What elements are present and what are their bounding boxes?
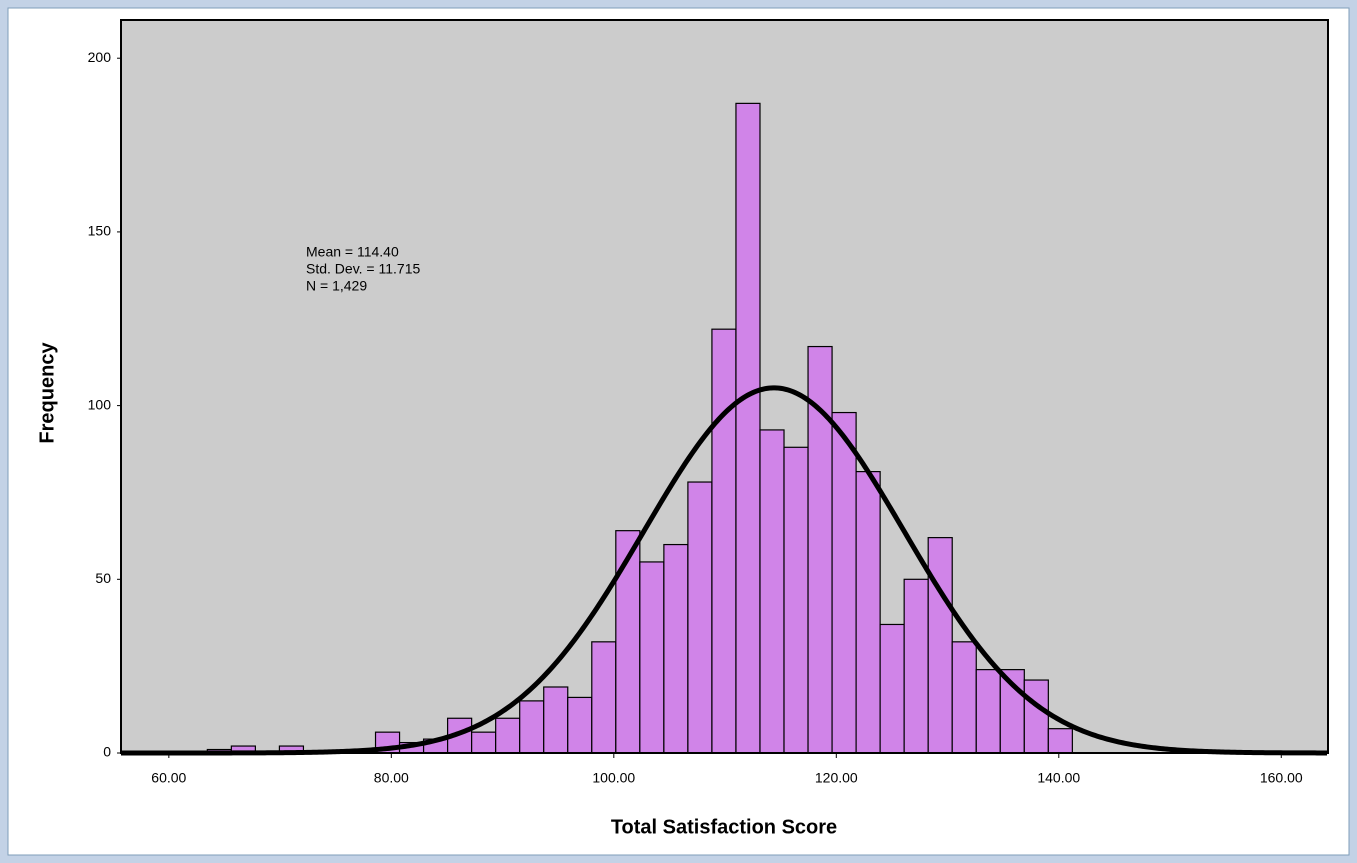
bar — [903, 578, 929, 754]
y-tick-label: 0 — [103, 744, 111, 760]
y-tick-label: 50 — [95, 570, 111, 586]
bar — [783, 446, 809, 754]
bar — [639, 561, 665, 754]
bar — [711, 328, 737, 754]
x-tick-label: 60.00 — [151, 770, 186, 786]
annotation: Mean = 114.40 — [306, 244, 399, 260]
bar — [663, 543, 689, 754]
bar — [1047, 728, 1073, 754]
x-axis-label: Total Satisfaction Score — [611, 816, 837, 838]
bar — [543, 686, 569, 754]
bar — [879, 623, 905, 754]
x-tick-label: 100.00 — [592, 770, 635, 786]
x-tick-label: 120.00 — [815, 770, 858, 786]
bar — [975, 669, 1001, 754]
bar — [567, 696, 593, 754]
bar — [495, 717, 521, 754]
bar — [687, 481, 713, 754]
bar — [831, 411, 857, 754]
bar — [735, 102, 761, 754]
y-tick-label: 150 — [88, 223, 112, 239]
bar — [951, 641, 977, 754]
bar — [927, 537, 953, 754]
annotation: Std. Dev. = 11.715 — [306, 261, 420, 277]
bar — [855, 471, 881, 754]
plot-border — [120, 19, 1329, 754]
bar — [615, 530, 641, 754]
y-axis-label: Frequency — [36, 342, 58, 444]
x-tick-label: 140.00 — [1037, 770, 1080, 786]
x-tick-label: 80.00 — [374, 770, 409, 786]
x-tick-label: 160.00 — [1260, 770, 1303, 786]
bar — [591, 641, 617, 754]
y-tick-label: 200 — [88, 49, 112, 65]
bar — [1023, 679, 1049, 754]
bar — [759, 429, 785, 754]
annotation: N = 1,429 — [306, 278, 367, 294]
bar — [519, 700, 545, 754]
bar — [471, 731, 497, 754]
y-tick-label: 100 — [88, 396, 112, 412]
